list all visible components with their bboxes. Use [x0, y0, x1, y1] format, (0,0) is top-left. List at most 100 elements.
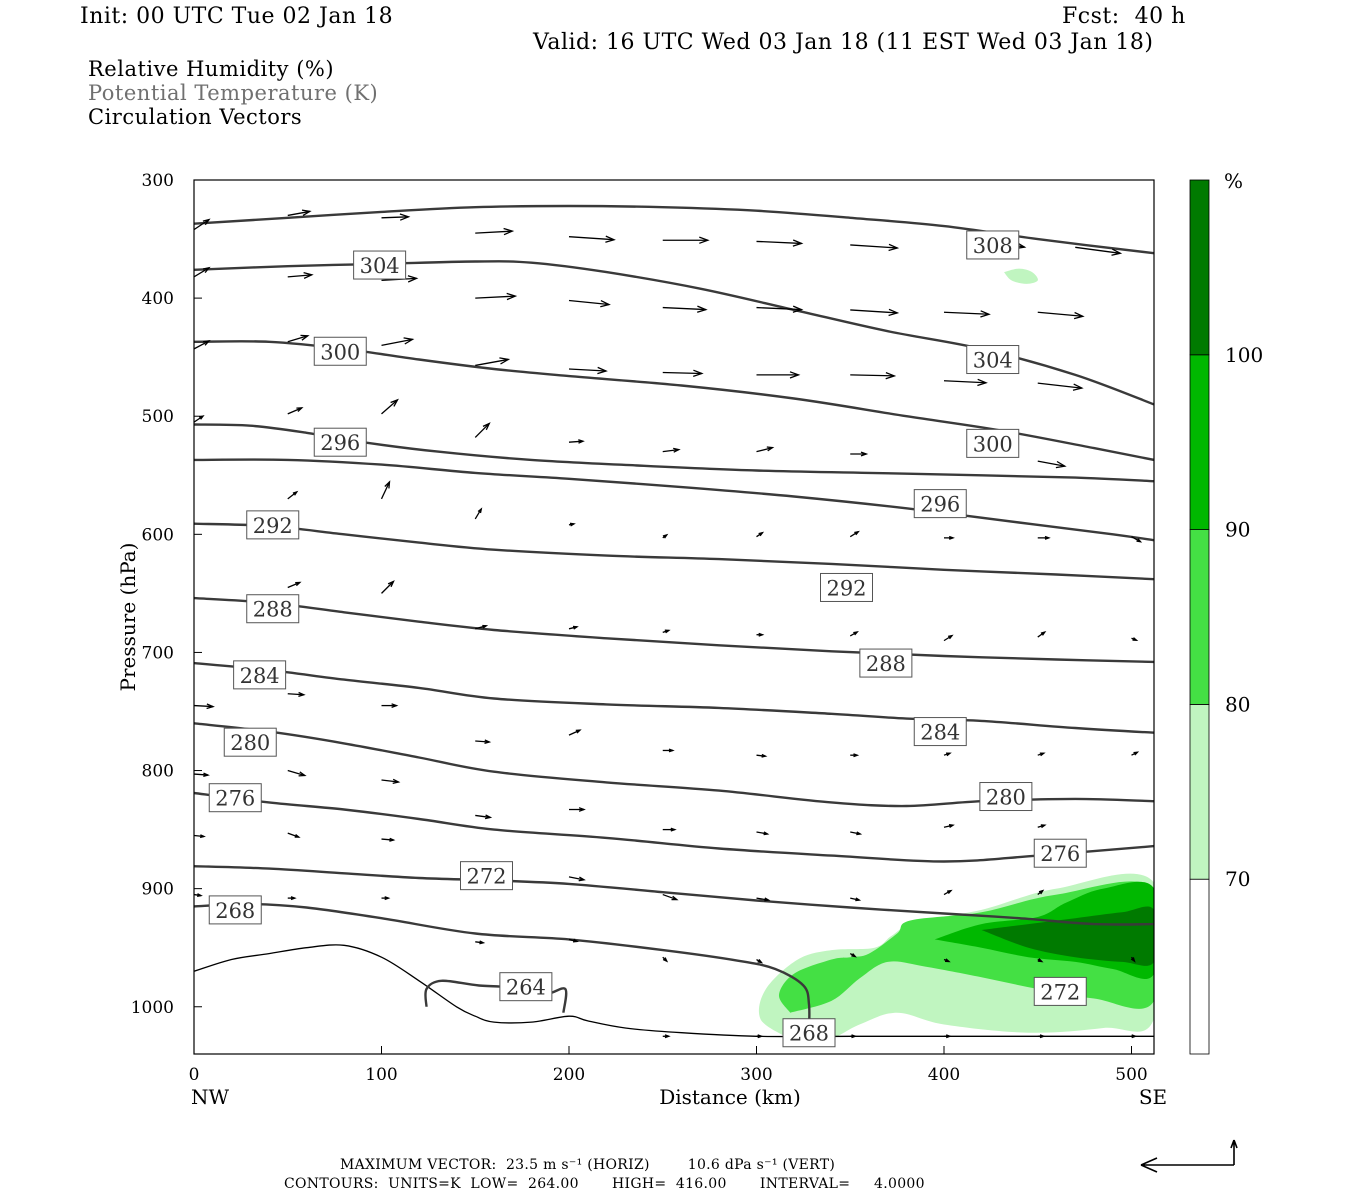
circulation-vector [756, 371, 801, 379]
isentrope-label-text: 304 [973, 349, 1013, 373]
circulation-vector [1131, 751, 1140, 756]
y-tick-label: 800 [142, 762, 174, 782]
colorbar-level-label: 70 [1225, 867, 1250, 891]
humidity-colorbar: 70 80 90 100 [1189, 179, 1263, 1055]
vector-head [384, 896, 391, 901]
circulation-vector [1037, 889, 1045, 896]
isentrope-label-text: 308 [973, 234, 1013, 258]
vector-head [948, 535, 955, 540]
vector-head [479, 940, 486, 945]
contour-info: CONTOURS: UNITS=K LOW= 264.00 HIGH= 416.… [284, 1176, 925, 1192]
vector-head [853, 630, 859, 636]
x-tick-label: 400 [928, 1065, 960, 1085]
vector-shaft [850, 374, 895, 377]
isentrope-label-box [782, 1018, 836, 1048]
circulation-vector [475, 624, 489, 630]
isentrope-label: 264 [499, 972, 553, 1002]
vector-head [506, 292, 518, 301]
vector-head [757, 1034, 764, 1039]
vector-head [578, 439, 585, 444]
circulation-vector [662, 447, 681, 453]
vector-head [671, 895, 679, 901]
circulation-vector [662, 305, 708, 313]
isentrope-label-text: 300 [320, 340, 360, 364]
isentrope-label: 304 [966, 345, 1020, 375]
vector-head [792, 305, 804, 313]
vector-shaft [568, 236, 615, 241]
circulation-vector [1075, 246, 1123, 256]
circulation-vector [287, 581, 302, 589]
isentrope-label-box [1033, 838, 1087, 868]
vector-head [948, 824, 955, 828]
vector-head [853, 753, 860, 758]
circulation-vector [568, 522, 576, 527]
isentrope-label: 284 [913, 717, 967, 747]
isentrope-284 [194, 661, 1154, 734]
vector-shaft [756, 897, 769, 901]
vector-head [761, 753, 768, 758]
circulation-vector [381, 337, 415, 346]
isentrope-label-text: 296 [320, 431, 360, 455]
isentrope-label: 300 [313, 336, 367, 366]
isentrope-label-box [208, 895, 262, 925]
circulation-vector [756, 958, 764, 964]
isentrope-label: 304 [353, 250, 407, 280]
isentrope-label-text: 288 [866, 652, 906, 676]
isentrope-296 [194, 423, 1154, 483]
vector-head [888, 243, 900, 252]
vector-head [947, 634, 954, 640]
vector-head [1130, 957, 1136, 963]
circulation-vector [568, 439, 585, 444]
vector-head [202, 266, 211, 274]
isentrope-label-text: 268 [789, 1022, 829, 1046]
vector-shaft [287, 335, 308, 343]
vector-head [206, 703, 215, 710]
isentrope-label-text: 268 [215, 899, 255, 923]
circulation-vector [849, 953, 857, 958]
circulation-vector [1037, 824, 1047, 829]
isentrope-label: 308 [966, 230, 1020, 260]
isentrope-label: 276 [208, 783, 262, 813]
reference-vector-icon [1140, 1139, 1238, 1173]
vector-head [692, 369, 704, 378]
circulation-vector [568, 938, 579, 943]
vector-shaft [287, 274, 312, 278]
circulation-vector [1131, 536, 1143, 543]
circulation-vector [850, 371, 897, 380]
isentrope-label-text: 300 [973, 432, 1013, 456]
y-axis-label: Pressure (hPa) [116, 543, 140, 692]
isentrope-label-box [223, 727, 277, 757]
isentrope-label-text: 264 [506, 976, 546, 1000]
vector-head [578, 807, 586, 812]
isentrope-label-box [820, 572, 873, 602]
circulation-vector [850, 753, 860, 758]
vector-head [662, 957, 669, 963]
vector-head [1073, 311, 1085, 320]
isentrope-label: 272 [460, 861, 513, 891]
circulation-vector [850, 831, 863, 836]
vector-shaft [1037, 311, 1083, 317]
circulation-vector [1131, 637, 1139, 642]
vector-head [851, 953, 857, 958]
vector-shaft [475, 740, 490, 743]
vector-head [662, 533, 669, 539]
vector-head [482, 624, 489, 629]
isentrope-label-box [460, 861, 513, 891]
vector-head [1039, 752, 1046, 757]
colorbar-segment [1189, 704, 1210, 880]
isentrope-272 [194, 865, 1154, 926]
circulation-vector [287, 832, 301, 838]
isentrope-label-text: 272 [466, 865, 506, 889]
vector-shaft [756, 240, 802, 245]
circulation-vector [194, 893, 203, 898]
vector-head [301, 209, 312, 216]
circulation-vector [380, 480, 391, 500]
vector-head [300, 334, 310, 341]
isentrope-label: 268 [208, 895, 262, 925]
circulation-vector [194, 218, 211, 231]
vector-head [851, 1034, 858, 1039]
circulation-vector [850, 243, 900, 252]
circulation-vectors [194, 209, 1143, 1039]
vector-shaft [475, 358, 509, 367]
circulation-vector [756, 531, 765, 538]
